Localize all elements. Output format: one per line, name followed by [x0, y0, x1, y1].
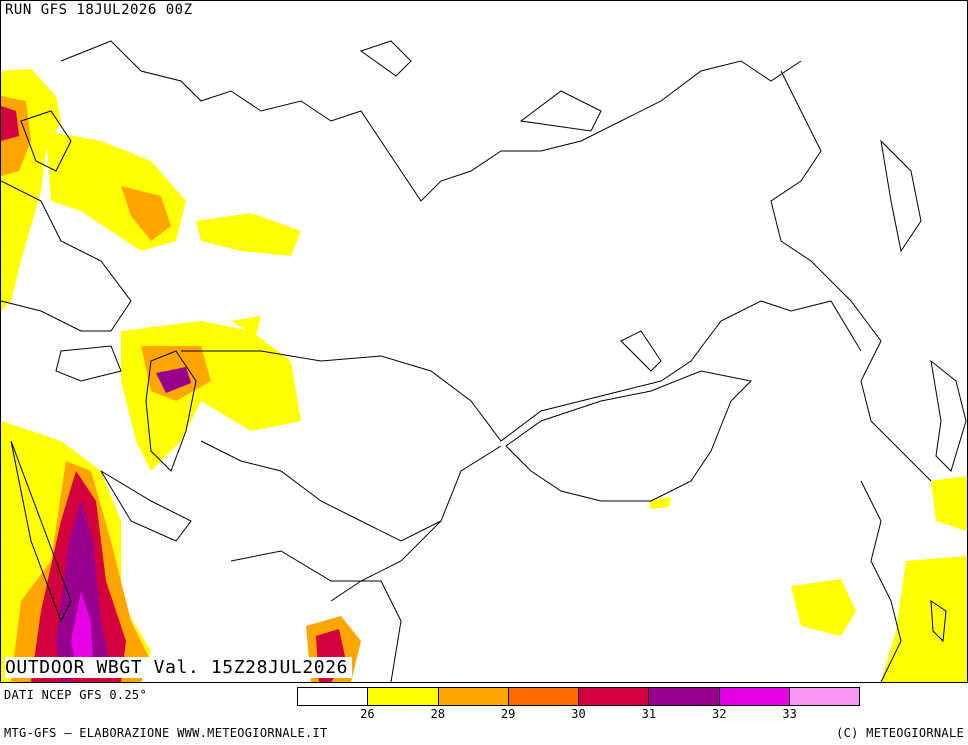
field-arabia-magenta [71, 591, 93, 666]
field-europe-west-core [1, 106, 19, 141]
color-legend [297, 687, 860, 706]
map-title: OUTDOOR WBGT Val. 15Z28JUL2026 [5, 657, 353, 678]
wbgt-fields [1, 69, 967, 682]
field-se-asia [791, 579, 856, 636]
field-arabia-purple [56, 501, 111, 682]
central-asia-borders [200, 440, 442, 542]
legend-tick: 30 [571, 707, 586, 721]
india-outline [230, 550, 402, 682]
legend-tick: 33 [782, 707, 797, 721]
baltic [20, 110, 72, 172]
credits: MTG-GFS – ELABORAZIONE WWW.METEOGIORNALE… [4, 726, 328, 740]
persian-gulf [100, 470, 192, 542]
legend-tick: 31 [641, 707, 657, 721]
field-south-china [881, 556, 967, 682]
coastline-borders [1, 40, 967, 682]
field-caspian [121, 321, 301, 471]
japan [930, 359, 967, 472]
legend-swatch-6 [719, 688, 790, 705]
europe-borders [1, 180, 132, 332]
mongolia [505, 370, 753, 502]
legend-tick: 26 [360, 707, 375, 721]
legend-labels: 26 28 29 30 31 32 33 [297, 707, 860, 723]
kamchatka [880, 139, 922, 253]
novaya-zemlya [359, 40, 412, 77]
field-japan-south [931, 476, 967, 531]
legend-swatch-1 [368, 688, 439, 705]
wbgt-map [1, 40, 967, 682]
run-label: RUN GFS 18JUL2026 00Z [5, 2, 193, 18]
field-mongolia-spot [649, 497, 671, 509]
legend-swatch-3 [508, 688, 579, 705]
china-west [330, 445, 502, 602]
pacific-coast [770, 70, 932, 482]
caspian-sea [145, 350, 197, 472]
arctic-coast [60, 40, 802, 202]
black-sea [55, 345, 122, 382]
kazakh-border [181, 300, 862, 442]
china-coast [860, 480, 902, 682]
legend-swatch-7 [789, 688, 859, 705]
map-frame: RUN GFS 18JUL2026 00Z OUTDOOR WBGT Val. … [0, 0, 968, 683]
legend-tick: 28 [430, 707, 445, 721]
legend-swatch-4 [579, 688, 650, 705]
taiwan [930, 600, 947, 643]
copyright: (C) METEOGIORNALE [836, 726, 964, 740]
field-russia-blob1 [196, 213, 301, 256]
field-russia-blob2 [231, 316, 261, 336]
legend-swatch-2 [438, 688, 509, 705]
legend-tick: 29 [500, 707, 516, 721]
baikal [620, 330, 662, 372]
taimyr [519, 90, 602, 132]
legend-tick: 32 [712, 707, 727, 721]
red-sea [10, 440, 72, 623]
data-source: DATI NCEP GFS 0.25° [4, 688, 147, 702]
field-east-europe-spots [121, 186, 171, 241]
field-caspian-core [156, 367, 191, 393]
legend-swatch-0 [298, 688, 369, 705]
legend-swatch-5 [649, 688, 720, 705]
